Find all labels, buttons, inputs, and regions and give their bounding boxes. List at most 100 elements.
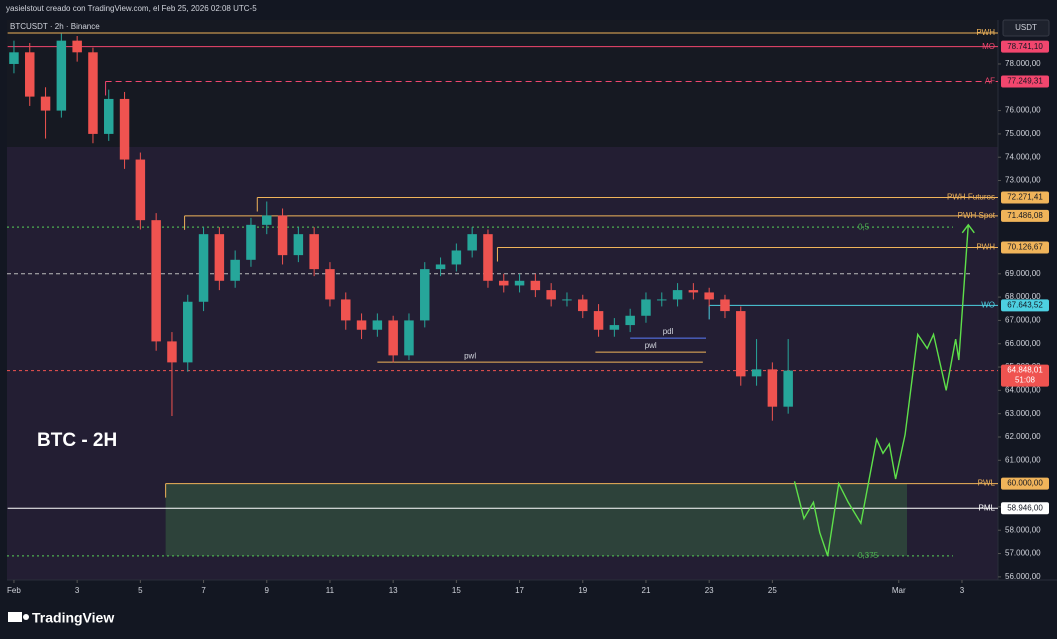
level-label: PWH (976, 243, 995, 252)
candle-body (309, 234, 319, 270)
brand: TradingView (32, 610, 114, 626)
candle-body (135, 159, 146, 221)
candle-body (183, 301, 193, 363)
mark-label: pwl (645, 341, 657, 350)
fib-label: 0,5 (858, 222, 870, 231)
level-value-box (1001, 209, 1049, 222)
x-tick-label: 11 (326, 586, 335, 595)
level-label: WO (981, 301, 995, 310)
level-value: 58.946,00 (1007, 503, 1043, 512)
candle-body (435, 264, 446, 270)
candle-body (341, 299, 351, 321)
chart-title: BTCUSDT · 2h · Binance (10, 22, 100, 31)
y-tick-label: 63.000,00 (1005, 409, 1041, 418)
candle-body (356, 320, 367, 330)
candle-body (672, 290, 683, 300)
candle-body (277, 215, 288, 256)
level-value-box (1001, 40, 1049, 53)
candle-body (593, 311, 604, 330)
y-tick-label: 56.000,00 (1005, 572, 1041, 581)
candle-body (25, 52, 35, 97)
candle-body (72, 40, 82, 53)
level-value-box (1001, 241, 1049, 254)
logo-mark (23, 614, 29, 620)
x-tick-label: 19 (578, 586, 587, 595)
candle-body (562, 299, 572, 301)
level-value-box (1001, 299, 1049, 312)
candle-body (230, 259, 240, 281)
candle-body (609, 325, 620, 330)
projection-line (793, 224, 969, 557)
level-value-box (1001, 502, 1049, 515)
candle-body (514, 280, 525, 286)
y-tick-label: 64.000,00 (1005, 385, 1041, 394)
candle-body (420, 269, 430, 321)
candle-body (167, 341, 177, 363)
level-value-box (1001, 191, 1049, 204)
candle-body (625, 315, 635, 326)
y-tick-label: 69.000,00 (1005, 269, 1041, 278)
candle-body (657, 299, 667, 301)
level-label: PML (979, 503, 996, 512)
level-value-box (1001, 75, 1049, 88)
candle-body (767, 369, 778, 407)
y-tick-label: 68.000,00 (1005, 292, 1041, 301)
x-tick-label: 25 (768, 586, 777, 595)
projection-arrow (961, 223, 975, 234)
credit: yasielstout creado con TradingView.com, … (6, 4, 257, 13)
candle-body (641, 299, 651, 316)
candle-body (9, 52, 19, 64)
level-value: 77.249,31 (1007, 77, 1043, 86)
candle-body (530, 280, 541, 291)
currency: USDT (1015, 23, 1037, 32)
y-tick-label: 73.000,00 (1005, 176, 1041, 185)
level-label: AF (985, 77, 995, 86)
last-price-box (1001, 364, 1049, 387)
candle-body (704, 292, 714, 300)
level-label: PWH Futuros (947, 193, 995, 202)
logo-mark (8, 612, 22, 622)
x-tick-label: 3 (960, 586, 965, 595)
candle-body (736, 311, 746, 377)
y-tick-label: 62.000,00 (1005, 432, 1041, 441)
candle-body (104, 98, 114, 134)
candle-body (372, 320, 383, 330)
currency-box (1002, 19, 1050, 37)
x-tick-label: 21 (642, 586, 651, 595)
x-tick-label: 3 (75, 586, 80, 595)
candle-body (214, 234, 225, 281)
candle-body (783, 370, 793, 407)
y-tick-label: 76.000,00 (1005, 106, 1041, 115)
level-value: 67.643,52 (1007, 301, 1043, 310)
candle-body (467, 234, 477, 251)
y-tick-label: 75.000,00 (1005, 129, 1041, 138)
candle-body (151, 220, 161, 342)
candle-body (40, 96, 51, 111)
candle-body (751, 369, 762, 377)
y-tick-label: 57.000,00 (1005, 549, 1041, 558)
level-value: 60.000,00 (1007, 479, 1043, 488)
y-tick-label: 58.000,00 (1005, 525, 1041, 534)
candle-body (246, 224, 256, 260)
x-tick-label: 7 (201, 586, 206, 595)
fib-label: 0,375 (858, 551, 879, 560)
x-tick-label: Feb (7, 586, 21, 595)
x-tick-label: 17 (515, 586, 524, 595)
y-tick-label: 74.000,00 (1005, 152, 1041, 161)
candle-body (56, 40, 67, 111)
y-tick-label: 61.000,00 (1005, 455, 1041, 464)
x-tick-label: 15 (452, 586, 461, 595)
candle-body (198, 234, 209, 302)
candle-body (578, 299, 588, 312)
candle-body (293, 234, 304, 256)
x-tick-label: Mar (892, 586, 906, 595)
candle-body (546, 290, 556, 300)
level-value: 70.126,67 (1007, 243, 1043, 252)
countdown: 51:08 (1015, 376, 1036, 385)
annotation: BTC - 2H (37, 430, 117, 451)
x-tick-label: 13 (389, 586, 398, 595)
mark-label: pdl (663, 327, 674, 336)
level-value: 72.271,41 (1007, 193, 1043, 202)
x-tick-label: 23 (705, 586, 714, 595)
